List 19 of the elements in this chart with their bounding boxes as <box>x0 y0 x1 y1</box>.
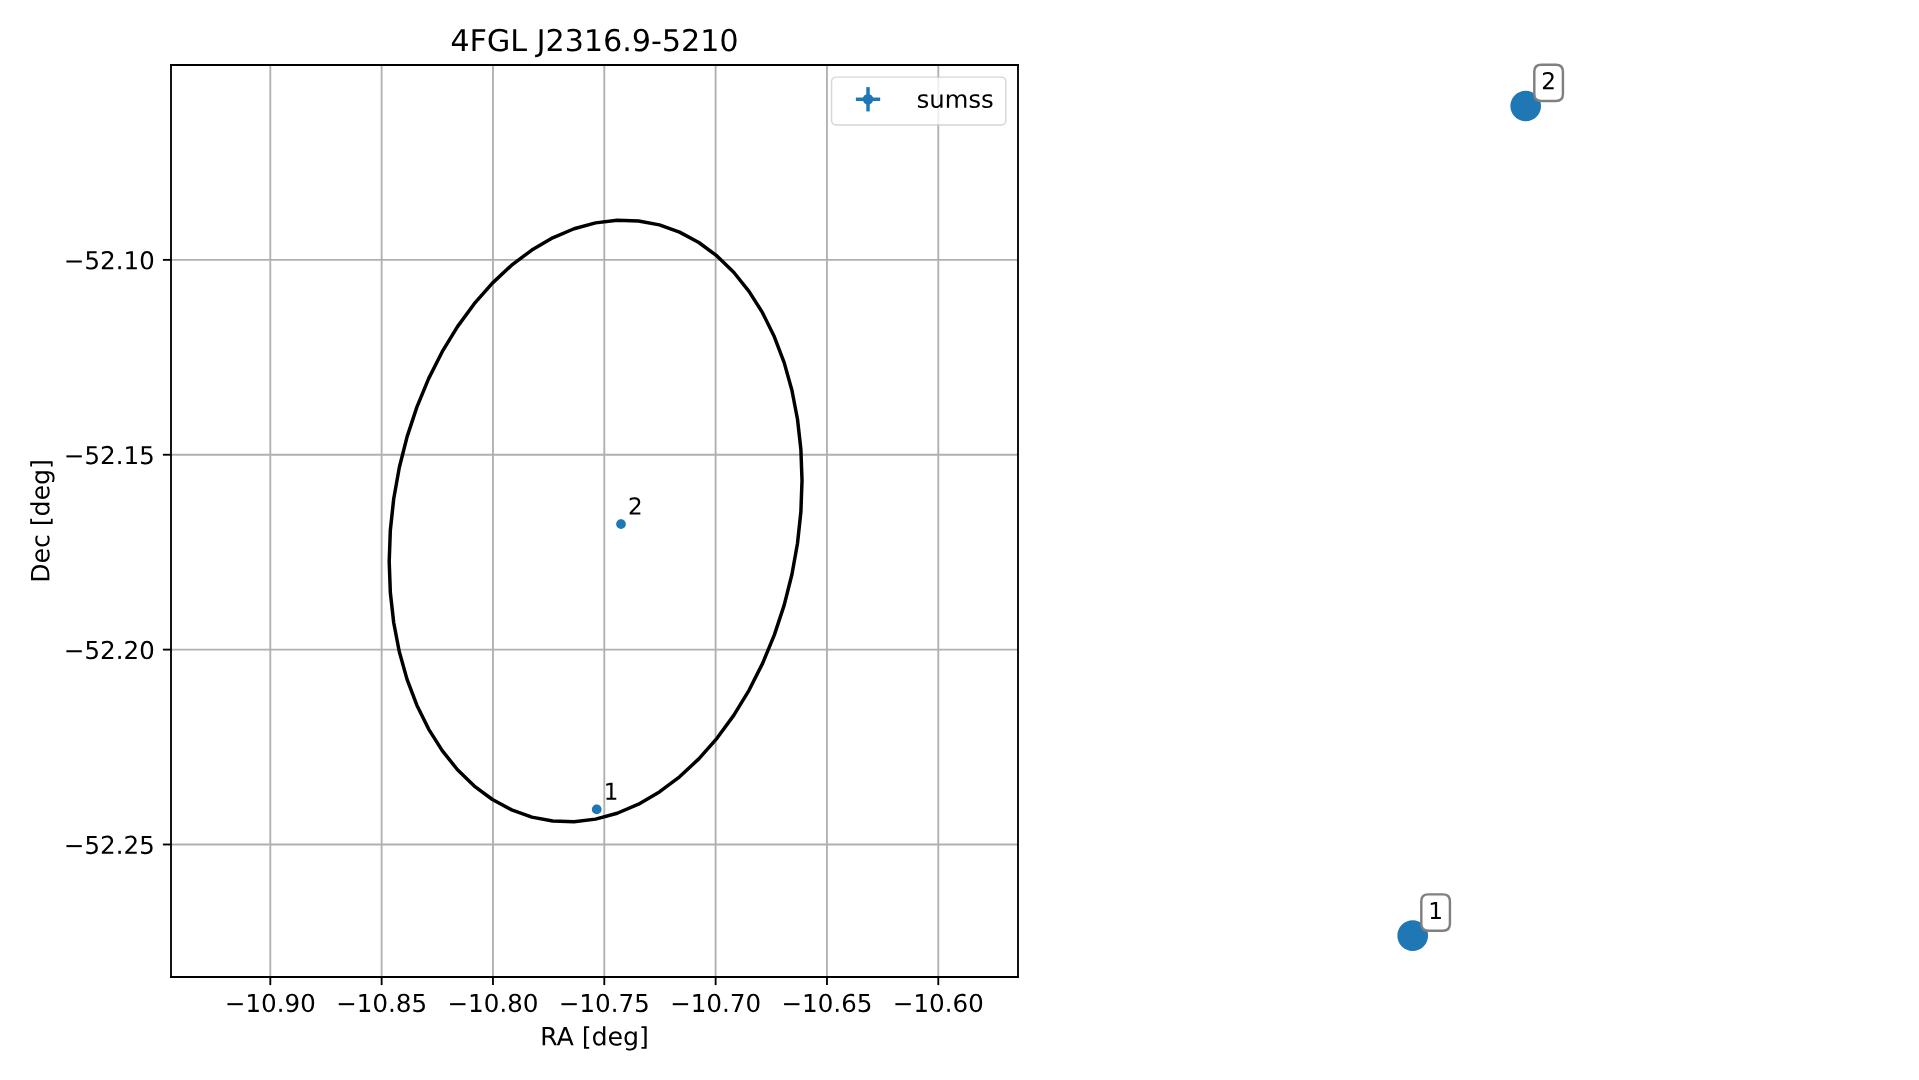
y-tick-label: −52.10 <box>66 250 154 270</box>
y-axis-title: Dec [deg] <box>30 461 55 581</box>
chart-title: 4FGL J2316.9-5210 <box>451 28 737 58</box>
x-tick-label: −10.60 <box>895 993 983 1013</box>
y-tick-label: −52.20 <box>66 640 154 660</box>
y-tick-label: −52.15 <box>66 445 153 465</box>
x-tick-label: −10.90 <box>227 993 315 1013</box>
text: 1 <box>1430 902 1441 919</box>
annotation: 1 <box>606 782 617 800</box>
x-tick-label: −10.75 <box>561 993 648 1013</box>
y-tick-label: −52.25 <box>66 835 153 855</box>
annotation: 2 <box>629 497 641 515</box>
x-tick-label: −10.80 <box>450 993 537 1013</box>
x-tick-label: −10.85 <box>338 993 425 1013</box>
legend-label: sumss <box>917 94 993 109</box>
x-tick-label: −10.65 <box>784 993 871 1013</box>
x-tick-label: −10.70 <box>672 993 760 1013</box>
x-axis-title: RA [deg] <box>542 1026 647 1051</box>
text: 2 <box>1542 72 1554 90</box>
